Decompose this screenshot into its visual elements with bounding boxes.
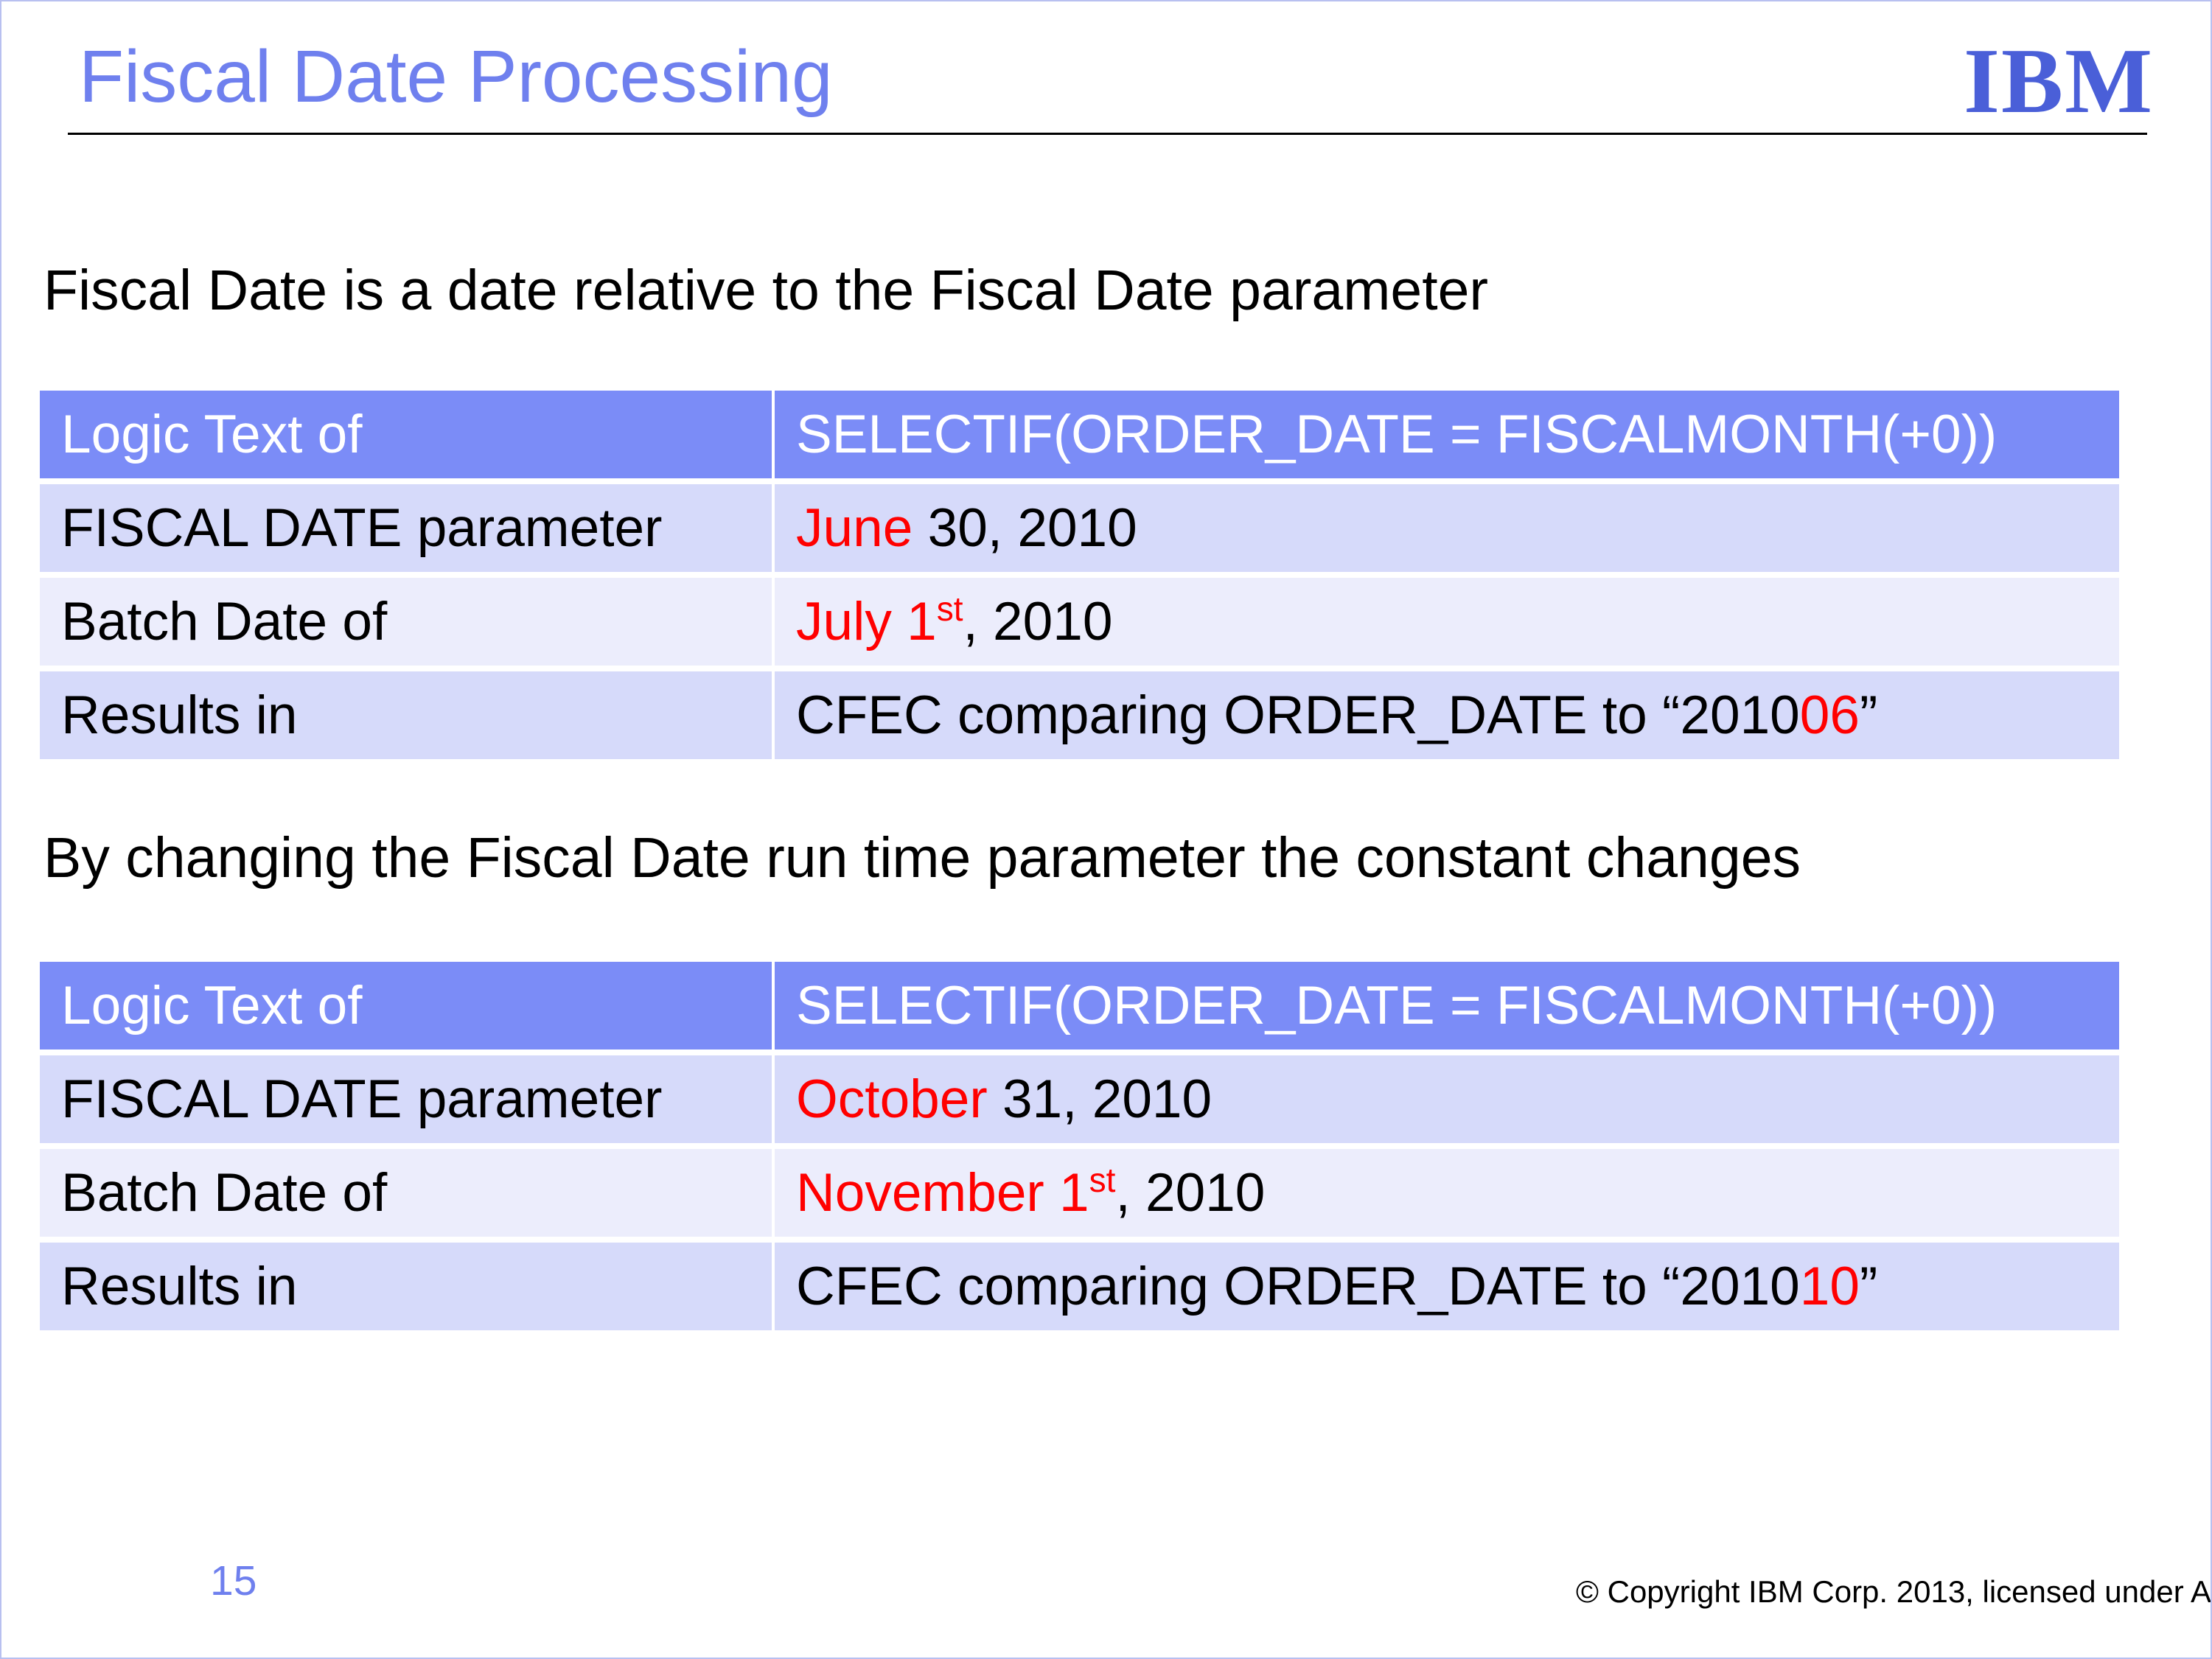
table-cell: CFEC comparing ORDER_DATE to “201006”	[775, 671, 2119, 759]
table-cell: October 31, 2010	[775, 1055, 2119, 1143]
table-cell: Logic Text of	[40, 391, 772, 478]
text-run: 30, 2010	[913, 498, 1137, 558]
paragraph: By changing the Fiscal Date run time par…	[43, 826, 1801, 890]
text-run: Results in	[61, 685, 298, 745]
text-run: st	[1089, 1161, 1116, 1199]
text-run: 06	[1799, 685, 1860, 745]
text-run: 31, 2010	[987, 1069, 1213, 1129]
table-row: FISCAL DATE parameter October 31, 2010	[40, 1055, 2119, 1143]
table-cell: FISCAL DATE parameter	[40, 484, 772, 572]
page-number: 15	[210, 1557, 257, 1604]
text-run: Results in	[61, 1257, 298, 1316]
table-cell: Results in	[40, 671, 772, 759]
text-run: CFEC comparing ORDER_DATE to “2010	[796, 1257, 1800, 1316]
text-run: November 1	[796, 1163, 1089, 1223]
table-cell: Batch Date of	[40, 578, 772, 666]
table-row: Results in CFEC comparing ORDER_DATE to “…	[40, 1243, 2119, 1330]
paragraph: Fiscal Date is a date relative to the Fi…	[43, 259, 1489, 322]
copyright: © Copyright IBM Corp. 2013, licensed und…	[1576, 1574, 2212, 1609]
text-run: st	[936, 590, 963, 628]
text-run: 10	[1799, 1257, 1860, 1316]
text-run: SELECTIF(ORDER_DATE = FISCALMONTH(+0))	[796, 405, 1998, 464]
text-run: SELECTIF(ORDER_DATE = FISCALMONTH(+0))	[796, 976, 1998, 1035]
table-cell: June 30, 2010	[775, 484, 2119, 572]
text-run: CFEC comparing ORDER_DATE to “2010	[796, 685, 1800, 745]
text-run: June	[796, 498, 913, 558]
logo: IBM	[1964, 30, 2154, 133]
text-run: ”	[1859, 685, 1878, 745]
table-cell: SELECTIF(ORDER_DATE = FISCALMONTH(+0))	[775, 391, 2119, 478]
table-cell: November 1st, 2010	[775, 1149, 2119, 1237]
table-cell: CFEC comparing ORDER_DATE to “201010”	[775, 1243, 2119, 1330]
table-row: Batch Date of November 1st, 2010	[40, 1149, 2119, 1237]
text-run: ”	[1859, 1257, 1878, 1316]
text-run: Logic Text of	[61, 976, 363, 1035]
title-rule	[68, 133, 2147, 135]
table-row: Batch Date of July 1st, 2010	[40, 578, 2119, 666]
table-cell: SELECTIF(ORDER_DATE = FISCALMONTH(+0))	[775, 962, 2119, 1049]
text-run: , 2010	[963, 592, 1113, 652]
title: Fiscal Date Processing	[79, 35, 833, 118]
text-run: Logic Text of	[61, 405, 363, 464]
text-run: FISCAL DATE parameter	[61, 498, 663, 558]
text-run: July 1	[796, 592, 937, 652]
table-cell: Logic Text of	[40, 962, 772, 1049]
table-cell: Batch Date of	[40, 1149, 772, 1237]
table-row: Results in CFEC comparing ORDER_DATE to “…	[40, 671, 2119, 759]
table-cell: Results in	[40, 1243, 772, 1330]
text-run: , 2010	[1115, 1163, 1266, 1223]
text-run: Batch Date of	[61, 592, 388, 652]
table-row: FISCAL DATE parameter June 30, 2010	[40, 484, 2119, 572]
text-run: Batch Date of	[61, 1163, 388, 1223]
text-run: October	[796, 1069, 988, 1129]
header-row: Logic Text of SELECTIF(ORDER_DATE = FISCA…	[40, 391, 2119, 478]
text-run: FISCAL DATE parameter	[61, 1069, 663, 1129]
table-cell: FISCAL DATE parameter	[40, 1055, 772, 1143]
header-row: Logic Text of SELECTIF(ORDER_DATE = FISCA…	[40, 962, 2119, 1049]
table-cell: July 1st, 2010	[775, 578, 2119, 666]
